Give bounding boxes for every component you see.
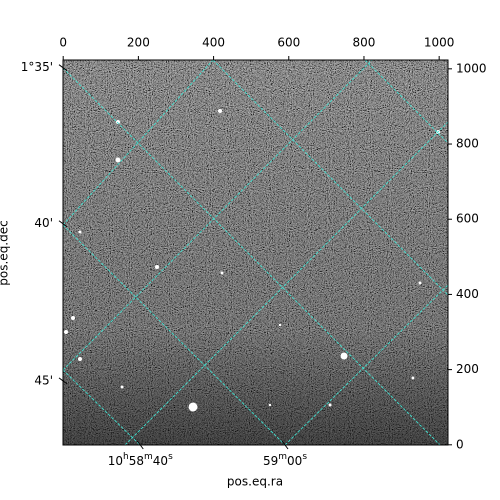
dec-tick — [58, 64, 68, 72]
y-tick-label: 1000 — [456, 61, 487, 75]
frame — [62, 59, 449, 446]
y-tick-label: 800 — [456, 137, 479, 151]
y-axis-label: pos.eq.dec — [0, 220, 11, 285]
x-tick-label: 400 — [202, 36, 225, 50]
dec-tick-label: 1°35' — [21, 60, 53, 74]
image — [63, 60, 448, 445]
y-tick-label: 0 — [456, 437, 464, 451]
ra-tick-label: 59m00s — [263, 452, 307, 468]
stars — [64, 109, 440, 412]
ra-tick — [281, 440, 289, 450]
y-tick-label: 200 — [456, 362, 479, 376]
x-tick-label: 1000 — [424, 36, 455, 50]
dec-tick-label: 40' — [34, 216, 53, 230]
world-grid — [63, 60, 448, 445]
dec-tick-label: 45' — [34, 373, 53, 387]
dec-tick — [58, 220, 68, 228]
x-tick-label: 200 — [127, 36, 150, 50]
dec-tick — [58, 377, 68, 385]
x-tick-label: 800 — [353, 36, 376, 50]
y-tick-label: 600 — [456, 212, 479, 226]
ra-tick-label: 10h58m40s — [108, 452, 173, 468]
ra-tick — [136, 440, 144, 450]
x-tick-label: 0 — [59, 36, 67, 50]
x-tick-label: 600 — [277, 36, 300, 50]
x-axis-label: pos.eq.ra — [227, 475, 283, 489]
y-tick-label: 400 — [456, 287, 479, 301]
